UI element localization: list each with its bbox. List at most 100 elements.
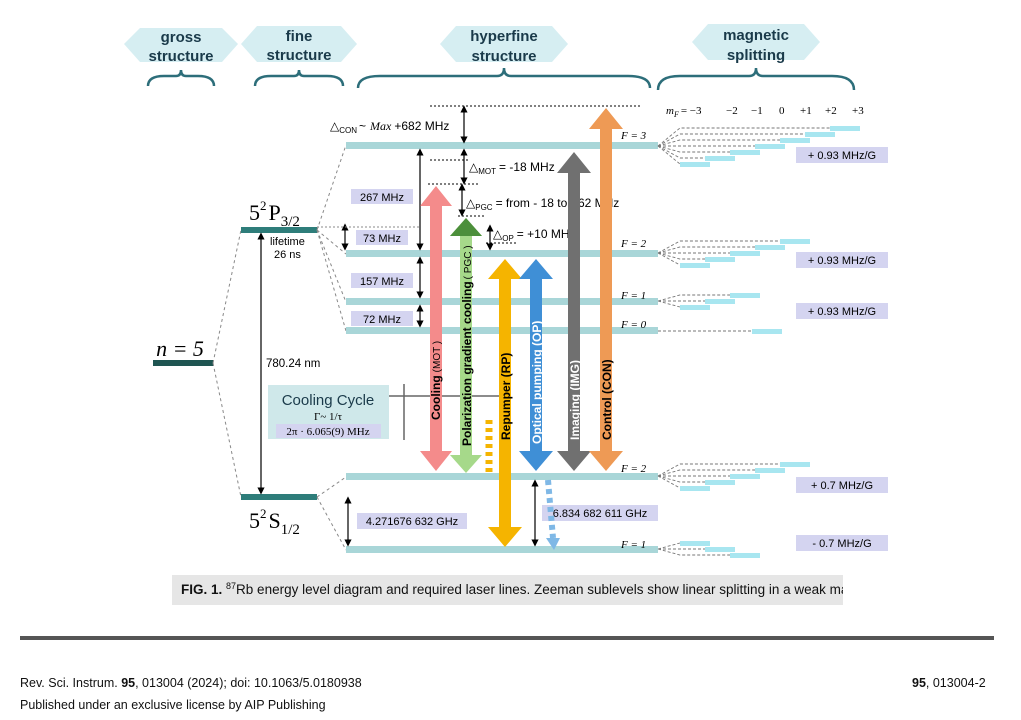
zeeman-sublevel [730, 251, 760, 256]
header-gross: gross structure [124, 28, 238, 87]
zeeman-label-s1: - 0.7 MHz/G [812, 538, 871, 550]
n5-label: n = 5 [156, 336, 204, 361]
zeeman-connector [657, 139, 780, 147]
laser-pgc: Polarization gradient cooling( PGC ) [450, 218, 482, 473]
detuning-con-label: △CON ~ Max +682 MHz [330, 119, 449, 135]
laser-control: Control (CON) [589, 108, 623, 471]
zeeman-connector [657, 240, 780, 254]
spacing-73: 73 MHz [363, 233, 401, 245]
zeeman-sublevel [780, 462, 810, 467]
zeeman-label-p1: + 0.93 MHz/G [808, 306, 876, 318]
f-label-s1: F = 1 [620, 539, 646, 551]
svg-text:+2: +2 [825, 105, 837, 117]
zeeman-sublevel [830, 126, 860, 131]
zeeman-sublevel [680, 162, 710, 167]
f-label-p1: F = 1 [620, 290, 646, 302]
lifetime-value: 26 ns [274, 249, 301, 261]
fine-hyperfine-connectors [316, 144, 347, 551]
zeeman-connector [657, 548, 730, 556]
header-hyperfine: hyperfine structure [356, 26, 652, 89]
header-fine: fine structure [241, 26, 357, 87]
isotope-superscript: 87 [226, 581, 237, 591]
citation: Rev. Sci. Instrum. 95, 013004 (2024); do… [20, 676, 362, 690]
zeeman-fan-s1 [657, 541, 760, 558]
zeeman-sublevel [680, 541, 710, 546]
laser-pgc-label: Polarization gradient cooling( PGC ) [460, 245, 474, 446]
zeeman-connector [657, 246, 755, 254]
zeeman-label-s2: + 0.7 MHz/G [811, 480, 873, 492]
zeeman-sublevel [730, 553, 760, 558]
header-hyperfine-line1: hyperfine [470, 28, 538, 45]
page-number: 95, 013004-2 [912, 676, 986, 690]
f-label-p0: F = 0 [620, 319, 647, 331]
zeeman-sublevel [680, 305, 710, 310]
cooling-cycle-box: Cooling Cycle Γ~ 1/τ 2π · 6.065(9) MHz [268, 384, 500, 440]
figure-number: FIG. 1. [181, 582, 223, 597]
gross-level-n5 [153, 360, 213, 366]
zeeman-fan-p1 [657, 293, 760, 310]
spacing-72: 72 MHz [363, 314, 401, 326]
zeeman-sublevel [780, 239, 810, 244]
connector-n-p [212, 229, 242, 364]
zeeman-connector [657, 542, 681, 550]
laser-imaging: Imaging (IMG) [557, 152, 591, 471]
zeeman-sublevel-f0 [752, 329, 782, 334]
zeeman-connector [657, 463, 780, 477]
header-gross-line2: structure [148, 48, 213, 65]
zeeman-sublevel [755, 245, 785, 250]
header-hyperfine-line2: structure [471, 48, 536, 65]
lifetime-label: lifetime [270, 236, 305, 248]
zeeman-connector [657, 252, 705, 260]
zeeman-connector [657, 475, 705, 483]
zeeman-fan-p3 [657, 126, 860, 167]
zeeman-fan-p2 [657, 239, 810, 268]
zeeman-connector [657, 475, 681, 489]
zeeman-connector [657, 145, 705, 159]
level-p-f2 [346, 250, 658, 257]
zeeman-connector [657, 127, 830, 147]
zeeman-connector [657, 300, 681, 308]
fine-level-s12 [241, 494, 317, 500]
svg-text:+3: +3 [852, 105, 864, 117]
zeeman-sublevels [657, 126, 860, 558]
f-label-p3: F = 3 [620, 130, 647, 142]
s12-term-label: 52S1/2 [249, 506, 300, 538]
header-fine-line1: fine [286, 28, 313, 45]
laser-repumper-label: Repumper (RP) [499, 353, 513, 440]
header-magnetic-line2: splitting [727, 47, 785, 64]
detuning-mot-label: △MOT = -18 MHz [469, 160, 555, 176]
svg-text:0: 0 [779, 105, 785, 117]
f-label-p2: F = 2 [620, 238, 647, 250]
zeeman-label-p3: + 0.93 MHz/G [808, 150, 876, 162]
detuning-op-label: △OP = +10 MHz [493, 227, 576, 243]
zeeman-sublevel [705, 299, 735, 304]
spacing-ground-hf: 6.834 682 611 GHz [553, 508, 648, 520]
f-label-s2: F = 2 [620, 463, 647, 475]
header-magnetic: magnetic splitting [656, 24, 856, 91]
spacing-267: 267 MHz [360, 192, 404, 204]
level-p-f3 [346, 142, 658, 149]
laser-imaging-label: Imaging (IMG) [568, 360, 582, 440]
svg-text:mF= −3: mF = −3 [666, 105, 702, 119]
zeeman-connector [657, 145, 730, 153]
laser-cooling: Cooling(MOT ) [420, 186, 452, 471]
header-gross-line1: gross [161, 29, 202, 46]
mf-header: mF = −3 −2 −1 0 +1 +2 +3 [666, 105, 864, 119]
zeeman-connector [657, 133, 805, 147]
laser-control-label: Control (CON) [600, 359, 614, 440]
zeeman-sublevel [730, 293, 760, 298]
detuning-pgc-label: △PGC = from - 18 to - 62 MHz [466, 196, 619, 212]
p32-term-label: 52P3/2 [249, 198, 300, 230]
svg-text:+1: +1 [800, 105, 812, 117]
svg-text:−2: −2 [726, 105, 738, 117]
zeeman-sublevel [755, 144, 785, 149]
header-fine-line2: structure [266, 47, 331, 64]
cooling-cycle-gamma: Γ~ 1/τ [314, 411, 343, 423]
zeeman-label-p2: + 0.93 MHz/G [808, 255, 876, 267]
zeeman-sublevel [680, 263, 710, 268]
laser-optical-pumping: Optical pumping (OP) [519, 259, 560, 550]
zeeman-sublevel [780, 138, 810, 143]
zeeman-sublevel [705, 547, 735, 552]
zeeman-sublevel [705, 257, 735, 262]
